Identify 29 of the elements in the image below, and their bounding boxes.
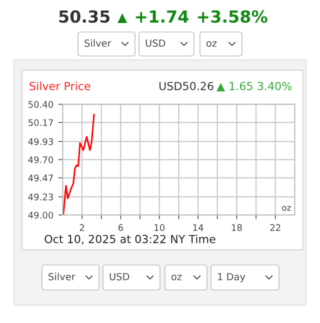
text: 50.35 [59,10,110,23]
y-tick-label: 49.47 [28,174,53,182]
text: +1.74 [136,10,188,23]
y-tick-label: 49.23 [28,194,53,200]
text: Silver [84,39,112,47]
x-tick-label: 2 [80,224,84,231]
x-tick-label: 14 [193,224,204,231]
text: oz [172,274,182,280]
x-tick-label: 6 [118,224,124,232]
x-tick-label: 18 [232,224,242,232]
text: USD [146,39,166,47]
text: +3.58% [198,10,268,23]
x-tick-label: 10 [154,224,165,232]
text: USD [110,272,130,280]
line-series [62,114,95,215]
chart-title: Silver Price [30,82,90,90]
y-tick-label: 49.93 [28,138,53,146]
y-tick-label: 49.70 [28,156,54,164]
x-tick-label: 22 [270,224,280,231]
y-tick-label: 50.17 [28,119,53,126]
text: 1 Day [218,273,246,282]
annotation: oz [282,206,291,211]
chart-subtitle: USD50.26 ▲ 1.65 3.40% [159,82,292,92]
y-tick-label: 50.40 [28,101,54,108]
text: Oct 10, 2025 at 03:22 NY Time [44,234,216,244]
text: oz [206,41,217,47]
y-tick-label: 49.00 [28,212,54,219]
text: Silver [48,272,76,280]
text: ▲ [118,13,128,23]
